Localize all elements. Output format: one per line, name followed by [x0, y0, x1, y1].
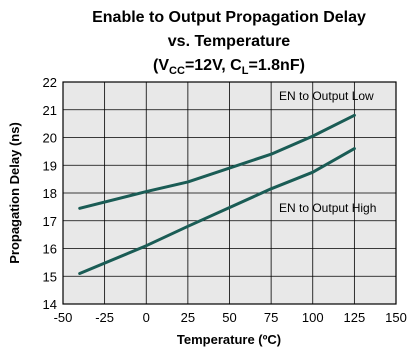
- y-tick-label: 20: [43, 131, 57, 146]
- chart-title-line-1: Enable to Output Propagation Delay: [92, 9, 366, 26]
- y-tick-labels: 14 15 16 17 18 19 20 21 22: [43, 75, 57, 312]
- x-tick-label: 75: [264, 310, 278, 325]
- x-tick-label: -25: [95, 310, 114, 325]
- title-sub-cc: CC: [169, 65, 185, 77]
- series-label-output-high: EN to Output High: [279, 201, 376, 215]
- title-mid: =12V, C: [185, 57, 242, 74]
- x-tick-label: 0: [143, 310, 150, 325]
- y-tick-label: 16: [43, 242, 57, 257]
- x-tick-label: 100: [302, 310, 324, 325]
- title-prefix: (V: [153, 57, 169, 74]
- series-lines: [78, 113, 356, 275]
- series-line-output-low: [78, 113, 356, 210]
- y-tick-label: 14: [43, 297, 57, 312]
- x-tick-labels: -50 -25 0 25 50 75 100 125 150: [54, 310, 407, 325]
- x-tick-label: 50: [222, 310, 236, 325]
- y-tick-label: 22: [43, 75, 57, 90]
- y-axis-label: Propagation Delay (ns): [7, 122, 22, 264]
- y-tick-label: 19: [43, 158, 57, 173]
- y-tick-label: 18: [43, 186, 57, 201]
- title-sub-l: L: [242, 65, 249, 77]
- series-label-output-low: EN to Output Low: [279, 89, 374, 103]
- gridlines: [63, 82, 396, 304]
- x-tick-label: 150: [385, 310, 407, 325]
- y-tick-label: 21: [43, 103, 57, 118]
- x-tick-label: -50: [54, 310, 73, 325]
- x-axis-label: Temperature (ºC): [177, 332, 281, 347]
- title-suffix: =1.8nF): [248, 57, 304, 74]
- y-tick-label: 15: [43, 269, 57, 284]
- chart-title-line-3: (VCC=12V, CL=1.8nF): [153, 57, 305, 77]
- y-tick-label: 17: [43, 214, 57, 229]
- x-tick-label: 25: [181, 310, 195, 325]
- series-line-output-high: [78, 147, 356, 275]
- x-tick-label: 125: [344, 310, 366, 325]
- chart-title-line-2: vs. Temperature: [168, 33, 291, 50]
